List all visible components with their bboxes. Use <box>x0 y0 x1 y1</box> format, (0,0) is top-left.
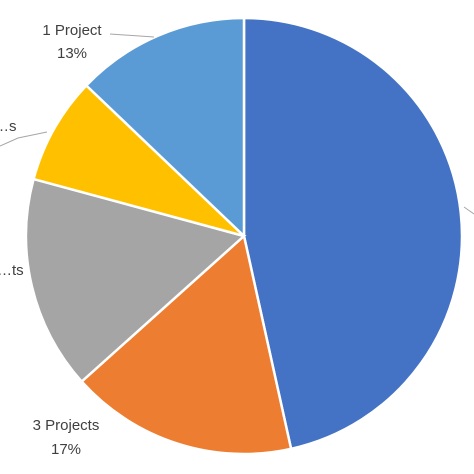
slice-percent-3-projects: 17% <box>51 441 81 458</box>
pie-slice-1-3-projects <box>79 233 293 456</box>
pie-slice-2-ts <box>24 177 247 384</box>
slice-label-cut-yellow: …s <box>0 118 17 135</box>
pie-slice-4-1-project <box>84 16 246 239</box>
pie-slice-3-s <box>32 83 245 238</box>
leader-line-cut-left <box>0 131 48 147</box>
leader-lines <box>0 33 474 215</box>
pie-slice-0-unlabeled <box>242 16 464 451</box>
slice-percent-1-project: 13% <box>57 45 87 62</box>
slice-label-3-projects: 3 Projects <box>33 417 100 434</box>
pie-slices <box>24 16 464 456</box>
slice-label-cut-gray: …ts <box>0 262 24 279</box>
leader-line-1-project <box>109 33 155 38</box>
slice-label-1-project: 1 Project <box>42 22 102 39</box>
leader-line-cut-right <box>463 206 474 215</box>
slice-labels: 1 Project 13% 3 Projects 17% …ts …s <box>0 22 102 458</box>
